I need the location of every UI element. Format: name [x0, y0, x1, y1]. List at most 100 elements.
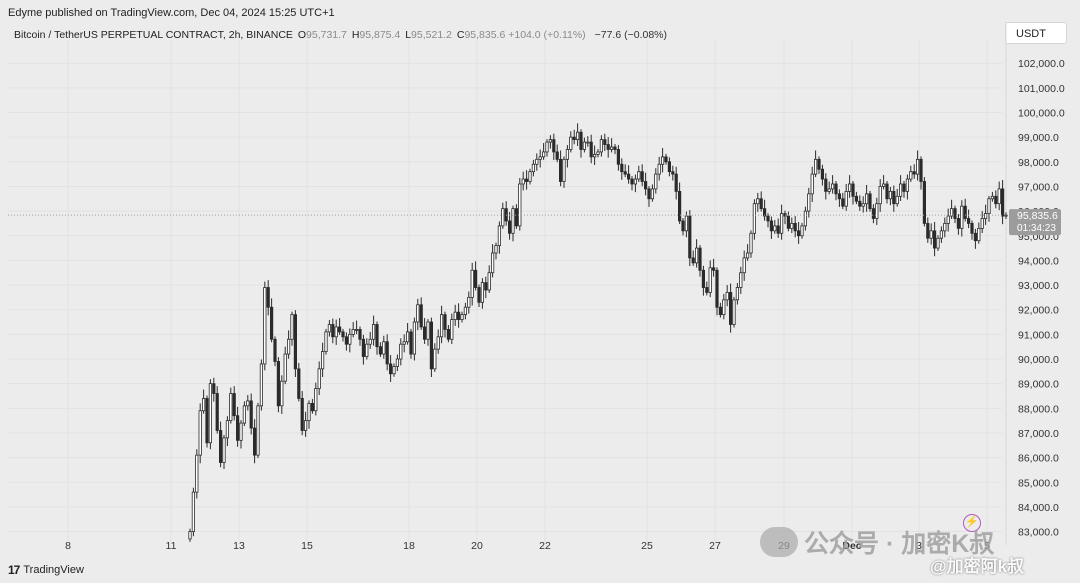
candle-body	[487, 272, 491, 291]
candle-body	[436, 336, 440, 350]
x-tick-label: 22	[539, 540, 551, 552]
candle-body	[732, 299, 736, 325]
candle-body	[882, 183, 886, 187]
candle-body	[426, 321, 430, 340]
candle-body	[263, 287, 267, 365]
candle-body	[300, 398, 304, 431]
candle-body	[640, 171, 644, 182]
candle-body	[851, 183, 855, 197]
candle-body	[433, 348, 437, 370]
candle-body	[416, 304, 420, 323]
candle-body	[453, 311, 457, 320]
y-tick-label: 94,000.0	[1018, 255, 1059, 267]
candle-body	[943, 223, 947, 232]
x-tick-label: 20	[471, 540, 483, 552]
candle-body	[919, 158, 923, 182]
candle-body	[718, 306, 723, 316]
y-tick-label: 99,000.0	[1018, 132, 1059, 144]
candle-body	[327, 324, 332, 333]
candle-body	[412, 321, 417, 355]
candle-body	[232, 393, 236, 417]
candle-body	[627, 173, 631, 180]
candle-body	[337, 326, 342, 333]
candle-body	[905, 178, 910, 192]
high-value: 95,875.4	[359, 29, 401, 41]
candle-body	[191, 491, 195, 532]
candle-body	[273, 338, 277, 362]
candle-body	[198, 410, 202, 456]
candle-body	[712, 267, 716, 271]
candle-body	[341, 331, 345, 338]
candle-body	[456, 311, 461, 320]
candle-body	[572, 136, 576, 141]
candle-body	[606, 144, 610, 150]
candle-body	[303, 420, 308, 431]
candle-body	[892, 190, 896, 205]
candle-body	[242, 405, 246, 424]
candle-body	[678, 190, 682, 222]
candle-body	[388, 363, 393, 375]
y-tick-label: 83,000.0	[1018, 527, 1059, 539]
tradingview-logo-icon: 17	[8, 563, 20, 577]
candle-body	[644, 181, 648, 190]
candle-body	[929, 230, 933, 239]
candle-body	[671, 171, 675, 175]
candle-body	[977, 227, 981, 242]
close-label: C	[456, 29, 465, 41]
candle-body	[477, 287, 481, 303]
candle-body	[409, 331, 413, 355]
candle-body	[463, 306, 468, 316]
candle-body	[749, 232, 753, 254]
candle-body	[650, 188, 655, 200]
candle-body	[844, 190, 848, 207]
candle-body	[531, 163, 536, 173]
tradingview-footer[interactable]: 17 TradingView	[8, 563, 84, 577]
candle-body	[239, 422, 243, 441]
candle-body	[695, 247, 699, 264]
y-tick-label: 84,000.0	[1018, 502, 1059, 514]
candle-body	[916, 158, 920, 175]
candle-body	[514, 208, 519, 227]
candle-body	[997, 188, 1001, 205]
candle-body	[320, 351, 325, 370]
candle-body	[990, 195, 995, 200]
candle-body	[501, 208, 505, 227]
candle-body	[705, 287, 709, 293]
candle-body	[208, 383, 212, 444]
y-tick-label: 88,000.0	[1018, 403, 1059, 415]
candle-body	[293, 314, 298, 370]
candle-body	[637, 171, 641, 180]
candle-body	[280, 380, 284, 407]
candle-body	[290, 314, 294, 340]
candle-body	[545, 141, 549, 153]
candle-body	[647, 188, 651, 200]
candle-body	[936, 237, 940, 249]
candle-body	[616, 149, 621, 165]
candle-body	[443, 314, 447, 330]
y-tick-label: 97,000.0	[1018, 181, 1059, 193]
candle-body	[912, 171, 916, 175]
candle-body	[371, 324, 376, 340]
candle-body	[698, 247, 702, 271]
candle-body	[865, 193, 869, 205]
candle-body	[773, 225, 777, 232]
candle-body	[674, 173, 678, 192]
open-label: O	[297, 29, 307, 41]
candle-body	[817, 158, 821, 170]
x-tick-label: 8	[65, 540, 71, 552]
candle-body	[334, 326, 338, 338]
candle-body	[484, 282, 488, 291]
candle-body	[759, 198, 763, 210]
candle-body	[222, 437, 226, 463]
candle-body	[405, 331, 410, 343]
candle-body	[528, 171, 532, 182]
candle-body	[756, 198, 760, 205]
candle-body	[725, 292, 729, 301]
candle-body	[307, 402, 311, 422]
change-value: +104.0 (+0.11%)	[508, 29, 586, 41]
candle-body	[786, 215, 791, 229]
candle-body	[909, 171, 913, 180]
x-tick-label: Dec	[842, 540, 861, 552]
symbol-name: Bitcoin / TetherUS PERPETUAL CONTRACT, 2…	[14, 29, 293, 41]
